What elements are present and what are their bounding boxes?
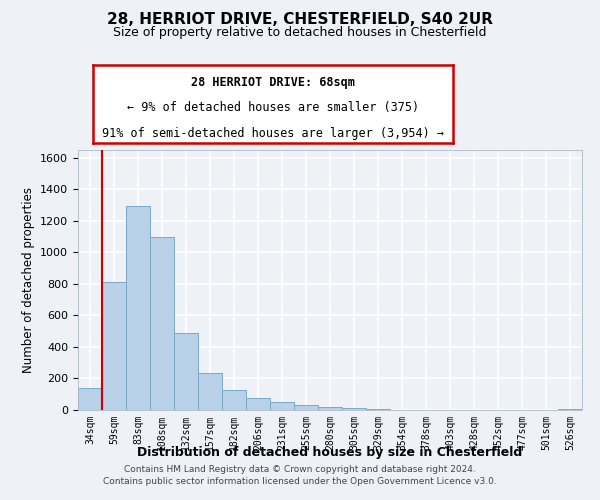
Text: 28 HERRIOT DRIVE: 68sqm: 28 HERRIOT DRIVE: 68sqm bbox=[191, 76, 355, 88]
Bar bbox=[558, 408, 582, 410]
Text: ← 9% of detached houses are smaller (375): ← 9% of detached houses are smaller (375… bbox=[127, 101, 419, 114]
Text: Contains HM Land Registry data © Crown copyright and database right 2024.
Contai: Contains HM Land Registry data © Crown c… bbox=[103, 464, 497, 486]
Bar bbox=[150, 238, 174, 410]
Bar bbox=[174, 333, 198, 410]
Bar bbox=[366, 409, 390, 410]
Bar bbox=[342, 408, 366, 410]
Bar bbox=[102, 282, 126, 410]
Bar bbox=[198, 373, 222, 410]
Bar bbox=[222, 390, 246, 410]
Text: 28, HERRIOT DRIVE, CHESTERFIELD, S40 2UR: 28, HERRIOT DRIVE, CHESTERFIELD, S40 2UR bbox=[107, 12, 493, 28]
Text: Size of property relative to detached houses in Chesterfield: Size of property relative to detached ho… bbox=[113, 26, 487, 39]
Text: 91% of semi-detached houses are larger (3,954) →: 91% of semi-detached houses are larger (… bbox=[102, 126, 444, 140]
Bar bbox=[270, 402, 294, 410]
Bar bbox=[246, 398, 270, 410]
Y-axis label: Number of detached properties: Number of detached properties bbox=[22, 187, 35, 373]
Bar bbox=[126, 206, 150, 410]
Text: Distribution of detached houses by size in Chesterfield: Distribution of detached houses by size … bbox=[137, 446, 523, 459]
Bar bbox=[318, 407, 342, 410]
Bar bbox=[294, 406, 318, 410]
Bar bbox=[78, 388, 102, 410]
